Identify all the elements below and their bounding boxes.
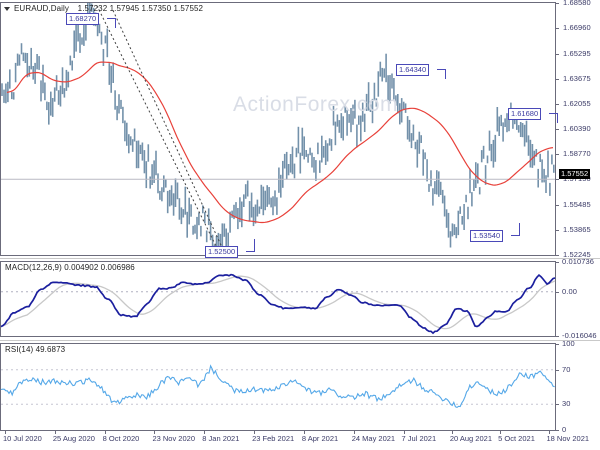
date-axis-tick-label: 8 Apr 2021 xyxy=(301,434,339,443)
price-axis-tick xyxy=(556,28,559,29)
rsi-axis-tick xyxy=(556,370,559,371)
price-marker-stem xyxy=(557,113,558,123)
triangle-down-icon[interactable] xyxy=(4,7,10,11)
price-marker-label[interactable]: 1.61680 xyxy=(508,108,542,120)
date-axis-tick xyxy=(353,431,355,434)
price-axis-tick xyxy=(556,255,559,256)
price-marker-stem xyxy=(254,239,255,251)
panel-divider-1 xyxy=(0,258,600,259)
panel-divider-2 xyxy=(0,340,600,341)
price-axis-tick xyxy=(556,104,559,105)
date-axis-tick-label: 20 Aug 2021 xyxy=(449,434,492,443)
date-axis-tick-label: 23 Feb 2021 xyxy=(252,434,295,443)
ohlc-values: 1.57232 1.57945 1.57350 1.57552 xyxy=(77,4,204,13)
macd-axis-tick xyxy=(556,336,559,337)
macd-axis-tick xyxy=(556,292,559,293)
date-axis-tick-label: 7 Jul 2021 xyxy=(401,434,437,443)
rsi-panel-frame xyxy=(0,343,556,431)
date-axis-tick xyxy=(500,431,502,434)
rsi-axis-tick-label: 0 xyxy=(562,425,567,434)
price-axis-tick xyxy=(556,179,559,180)
macd-axis-tick-label: -0.016046 xyxy=(562,331,597,340)
price-marker-label[interactable]: 1.68270 xyxy=(66,13,100,25)
date-axis-tick xyxy=(303,431,305,434)
macd-axis-tick xyxy=(556,262,559,263)
macd-title: MACD(12,26,9) 0.004902 0.006986 xyxy=(5,263,135,272)
date-axis-tick xyxy=(5,431,6,434)
date-axis-tick xyxy=(204,431,206,434)
rsi-axis-tick xyxy=(556,344,559,345)
current-price-tag: 1.57552 xyxy=(559,169,591,179)
price-marker-label[interactable]: 1.64340 xyxy=(396,64,430,76)
price-marker-leader xyxy=(511,235,520,236)
date-axis-tick xyxy=(254,431,256,434)
price-axis-tick-label: 1.53865 xyxy=(563,225,591,234)
price-axis-tick-label: 1.60390 xyxy=(563,124,591,134)
date-axis-tick-label: 23 Nov 2020 xyxy=(152,434,195,443)
price-axis-tick-label: 1.52245 xyxy=(563,250,591,259)
price-marker-label[interactable]: 1.52500 xyxy=(205,246,239,258)
date-axis-tick xyxy=(548,431,550,434)
price-marker-leader xyxy=(549,113,558,114)
macd-axis-tick-label: 0.00 xyxy=(562,286,577,296)
price-panel-frame xyxy=(0,2,556,256)
rsi-axis-tick xyxy=(556,430,559,431)
price-axis-tick xyxy=(556,154,559,155)
price-panel-header: EURAUD,Daily 1.57232 1.57945 1.57350 1.5… xyxy=(14,4,203,13)
price-axis-tick xyxy=(556,79,559,80)
price-axis-tick xyxy=(556,54,559,55)
macd-axis-tick-label: 0.010736 xyxy=(562,257,595,266)
date-axis-tick-label: 18 Nov 2021 xyxy=(546,434,590,443)
date-axis-tick xyxy=(451,431,453,434)
price-marker-stem xyxy=(519,223,520,235)
date-axis-tick xyxy=(54,431,56,434)
price-axis-tick xyxy=(556,230,559,231)
price-marker-label[interactable]: 1.53540 xyxy=(470,230,504,242)
price-axis-tick xyxy=(556,205,559,206)
macd-panel-frame xyxy=(0,261,556,337)
price-axis-tick-label: 1.65295 xyxy=(563,48,591,58)
date-axis-tick xyxy=(403,431,405,434)
date-axis-tick xyxy=(154,431,156,434)
price-axis-tick-label: 1.63675 xyxy=(563,73,591,83)
price-marker-leader xyxy=(437,69,446,70)
rsi-title: RSI(14) 49.6873 xyxy=(5,345,66,354)
rsi-axis-tick-label: 70 xyxy=(562,364,571,374)
symbol-label: EURAUD,Daily xyxy=(14,4,69,13)
date-axis-tick-label: 24 May 2021 xyxy=(351,434,396,443)
watermark: ActionForex.com xyxy=(233,93,399,116)
price-axis-tick-label: 1.68580 xyxy=(563,0,591,7)
date-axis-tick-label: 10 Jul 2020 xyxy=(3,434,42,443)
price-marker-leader xyxy=(107,18,116,19)
price-axis-tick-label: 1.55485 xyxy=(563,200,591,210)
price-axis-tick xyxy=(556,3,559,4)
date-axis-tick-label: 8 Oct 2020 xyxy=(102,434,140,443)
price-marker-stem xyxy=(115,18,116,28)
price-axis-tick-label: 1.66960 xyxy=(563,22,591,32)
price-axis-tick-label: 1.62055 xyxy=(563,98,591,108)
price-axis-tick xyxy=(556,129,559,130)
price-marker-stem xyxy=(445,69,446,79)
date-axis-tick-label: 8 Jan 2021 xyxy=(202,434,240,443)
date-axis-tick-label: 5 Oct 2021 xyxy=(498,434,535,443)
rsi-axis-tick-label: 30 xyxy=(562,399,571,409)
price-marker-leader xyxy=(246,251,255,252)
date-axis-tick xyxy=(104,431,106,434)
date-axis-tick-label: 25 Aug 2020 xyxy=(52,434,95,443)
rsi-axis-tick-label: 100 xyxy=(562,339,575,348)
rsi-axis-tick xyxy=(556,404,559,405)
price-axis-tick-label: 1.58770 xyxy=(563,149,591,159)
